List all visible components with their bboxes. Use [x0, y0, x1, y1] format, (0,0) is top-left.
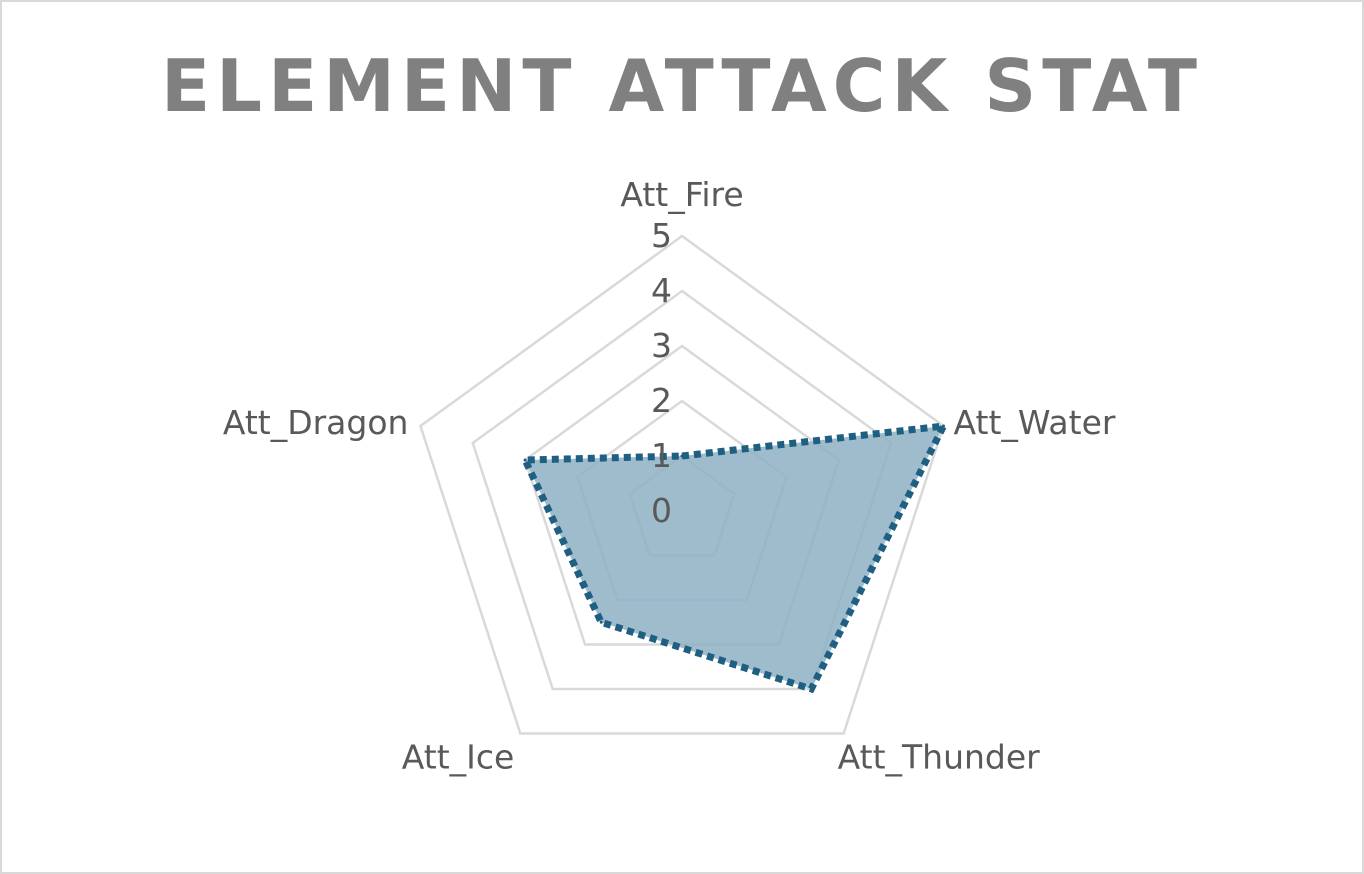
data-point-Att_Water	[942, 424, 946, 428]
tick-label: 2	[651, 381, 672, 420]
data-point-Att_Dragon	[523, 458, 527, 462]
axis-label-Att_Water: Att_Water	[954, 403, 1116, 442]
data-point-Att_Thunder	[809, 687, 813, 691]
grid-ring-4	[471, 289, 893, 691]
axis-label-Att_Dragon: Att_Dragon	[223, 403, 409, 442]
axis-label-Att_Fire: Att_Fire	[620, 175, 743, 214]
grid-ring-5	[418, 234, 946, 735]
radar-axis-labels: Att_Fire Att_Water Att_Thunder Att_Ice Att_D…	[223, 175, 1116, 776]
tick-label: 0	[651, 491, 672, 530]
radar-series	[519, 421, 950, 694]
data-point-Att_Fire	[680, 454, 684, 458]
tick-label: 3	[651, 326, 672, 365]
axis-label-Att_Thunder: Att_Thunder	[838, 737, 1041, 776]
series-area	[525, 426, 944, 689]
chart-title: ELEMENT ATTACK STAT	[161, 44, 1203, 128]
tick-label: 5	[651, 216, 672, 255]
tick-label: 4	[651, 271, 672, 310]
axis-label-Att_Ice: Att_Ice	[402, 737, 515, 776]
data-point-Att_Ice	[599, 620, 603, 624]
radar-tick-labels: 0 1 2 3 4 5	[651, 216, 672, 530]
series-line	[519, 421, 950, 694]
tick-label: 1	[651, 436, 672, 475]
